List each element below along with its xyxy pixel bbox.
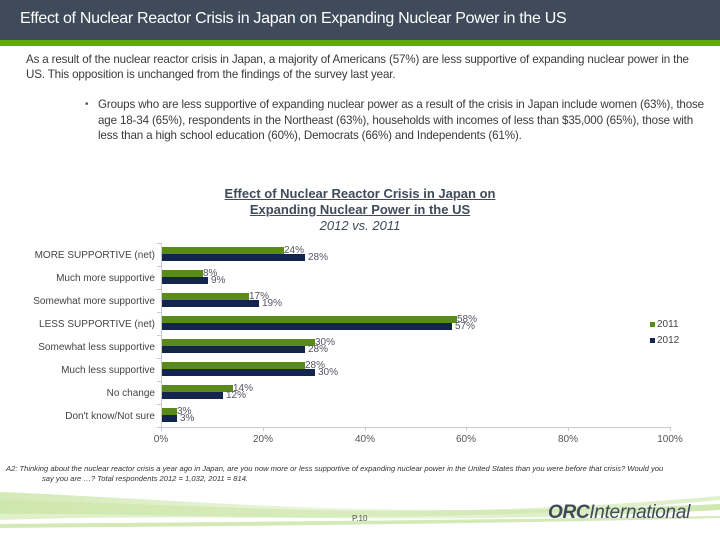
y-tick <box>157 266 161 267</box>
y-tick <box>157 404 161 405</box>
data-label-2012: 12% <box>226 390 247 401</box>
bar-2011 <box>162 362 305 369</box>
data-label-2011: 8% <box>203 268 218 279</box>
bar-2012 <box>162 323 452 330</box>
question-footnote: A2: Thinking about the nuclear reactor c… <box>6 464 716 484</box>
category-label: LESS SUPPORTIVE (net) <box>39 319 155 330</box>
x-tick-label: 0% <box>153 434 169 445</box>
data-label-2012: 19% <box>262 298 283 309</box>
legend-label-2012: 2012 <box>657 334 680 346</box>
chart-title-line-2: Expanding Nuclear Power in the US <box>249 202 471 217</box>
chart-title-line-1: Effect of Nuclear Reactor Crisis in Japa… <box>224 186 496 201</box>
y-tick <box>157 289 161 290</box>
footnote-line-1: A2: Thinking about the nuclear reactor c… <box>6 464 664 473</box>
data-label-2012: 3% <box>180 413 195 424</box>
bar-2012 <box>162 346 305 353</box>
data-label-2011: 30% <box>315 337 336 348</box>
logo-italic-text: International <box>589 502 691 523</box>
y-tick <box>157 427 161 428</box>
x-tick <box>263 427 264 431</box>
slide-header: Effect of Nuclear Reactor Crisis in Japa… <box>0 0 720 40</box>
data-label-2012: 30% <box>318 367 339 378</box>
y-tick <box>157 243 161 244</box>
bar-2011 <box>162 316 457 323</box>
x-tick-label: 100% <box>657 434 683 445</box>
footnote-line-2: say you are …? Total respondents 2012 = … <box>42 474 249 483</box>
category-label: MORE SUPPORTIVE (net) <box>34 250 155 261</box>
chart-legend: 2011 2012 <box>650 316 679 348</box>
y-tick <box>157 381 161 382</box>
bullet-text: Groups who are less supportive of expand… <box>98 98 704 142</box>
chart-title: Effect of Nuclear Reactor Crisis in Japa… <box>160 186 560 218</box>
header-divider <box>0 40 720 46</box>
bar-2012 <box>162 415 177 422</box>
bar-2012 <box>162 392 223 399</box>
intro-paragraph: As a result of the nuclear reactor crisi… <box>26 53 689 81</box>
x-tick <box>365 427 366 431</box>
chart-subtitle: 2012 vs. 2011 <box>319 218 401 233</box>
legend-swatch-2012 <box>650 337 655 343</box>
x-axis <box>161 427 670 428</box>
orc-international-logo: ORCInternational <box>548 502 690 524</box>
bar-chart-plot: 0% 20% 40% 60% 80% 100% MORE SUPPORTIVE (net) 2… <box>33 243 683 445</box>
y-tick <box>157 312 161 313</box>
x-tick-label: 40% <box>354 434 375 445</box>
data-label-2011: 14% <box>233 383 254 394</box>
bar-2011 <box>162 270 203 277</box>
data-label-2011: 3% <box>177 406 192 417</box>
footer-swoosh-decoration <box>0 492 720 528</box>
y-tick <box>157 335 161 336</box>
x-tick <box>670 427 671 431</box>
legend-swatch-2011 <box>650 321 655 327</box>
category-label: No change <box>106 388 155 399</box>
bar-2011 <box>162 293 249 300</box>
legend-label-2011: 2011 <box>657 318 679 330</box>
page-number: P.10 <box>352 514 368 523</box>
data-label-2011: 28% <box>305 360 326 371</box>
bar-2012 <box>162 254 305 261</box>
legend-item-2012: 2012 <box>650 332 679 348</box>
x-tick <box>568 427 569 431</box>
data-label-2012: 9% <box>211 275 226 286</box>
bullet-icon: • <box>85 99 89 110</box>
bar-2011 <box>162 385 233 392</box>
slide-title: Effect of Nuclear Reactor Crisis in Japa… <box>20 10 567 27</box>
x-tick-label: 80% <box>557 434 578 445</box>
bar-2011 <box>162 339 315 346</box>
data-label-2012: 28% <box>308 252 329 263</box>
data-label-2011: 17% <box>249 291 270 302</box>
legend-item-2011: 2011 <box>650 316 679 332</box>
category-label: Don't know/Not sure <box>65 411 155 422</box>
logo-bold-text: ORC <box>548 502 590 523</box>
x-tick-label: 20% <box>252 434 273 445</box>
category-label: Much more supportive <box>56 273 155 284</box>
bar-2012 <box>162 277 208 284</box>
category-label: Much less supportive <box>61 365 155 376</box>
bar-2012 <box>162 369 315 376</box>
x-tick-label: 60% <box>455 434 476 445</box>
data-label-2011: 24% <box>284 245 305 256</box>
data-label-2012: 28% <box>308 344 329 355</box>
x-tick <box>161 427 162 431</box>
bar-2011 <box>162 408 177 415</box>
bar-2011 <box>162 247 284 254</box>
data-label-2012: 57% <box>455 321 476 332</box>
category-label: Somewhat less supportive <box>38 342 155 353</box>
data-label-2011: 58% <box>457 314 478 325</box>
bar-2012 <box>162 300 259 307</box>
y-tick <box>157 358 161 359</box>
y-axis <box>161 243 162 427</box>
category-label: Somewhat more supportive <box>33 296 155 307</box>
x-tick <box>466 427 467 431</box>
